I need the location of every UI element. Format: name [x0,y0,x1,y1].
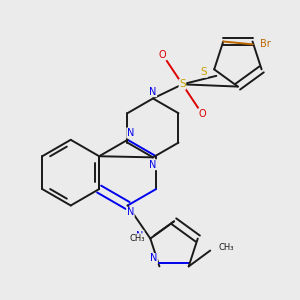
Text: CH₃: CH₃ [130,234,145,243]
Text: O: O [159,50,167,60]
Text: O: O [198,109,206,119]
Text: N: N [136,231,144,241]
Text: N: N [127,128,134,138]
Text: N: N [150,254,158,263]
Text: CH₃: CH₃ [218,243,234,252]
Text: S: S [201,67,207,77]
Text: N: N [149,160,157,170]
Text: N: N [149,87,157,97]
Text: Br: Br [260,39,271,49]
Text: N: N [127,207,134,217]
Text: S: S [179,79,186,89]
